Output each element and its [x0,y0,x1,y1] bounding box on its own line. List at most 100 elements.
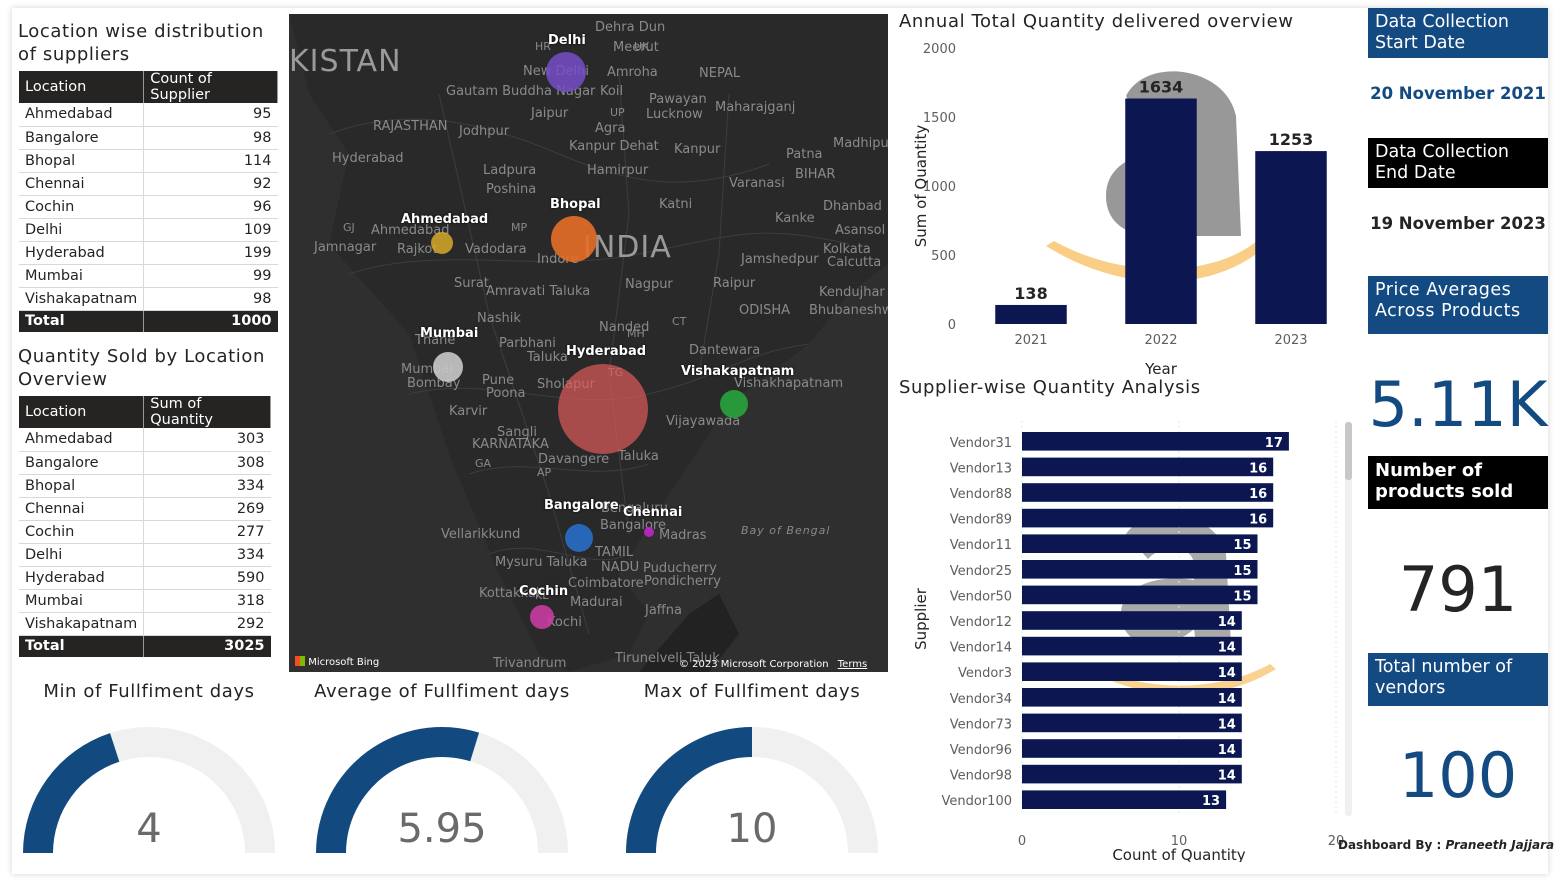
quantity-table-cell-location: Delhi [19,543,144,567]
annual-bar[interactable] [1255,151,1327,324]
annual-chart[interactable]: 0 500 1000 1500 2000 138 2021 1634 2022 1253 2023 Y… [896,36,1362,376]
quantity-table[interactable]: Location Sum of Quantity Ahmedabad 303 Ban… [19,396,271,657]
supplier-bar-value: 16 [1249,461,1267,476]
supplier-bar[interactable] [1022,457,1274,477]
quantity-table-row[interactable]: Delhi 334 [19,543,271,567]
bubble-bhopal[interactable] [551,216,597,262]
bubble-delhi[interactable] [546,52,586,92]
supplier-table-total-value: 1000 [143,310,278,332]
quantity-table-cell-value: 303 [143,428,271,452]
footer-credit: Dashboard By : Praneeth Jajjara [1338,838,1554,852]
y-tick-label: Vendor50 [950,589,1012,604]
supplier-bar[interactable] [1022,790,1227,809]
map-place-label: Madhipur [833,136,888,151]
bing-logo-icon [295,656,305,666]
bubble-bangalore[interactable] [565,524,593,552]
supplier-bar[interactable] [1022,764,1242,784]
supplier-bar-value: 14 [1218,615,1236,630]
quantity-table-cell-location: Mumbai [19,589,144,613]
map-place-label: Kottakkal [479,586,540,601]
supplier-bar-value: 15 [1233,538,1251,553]
map-place-label: Hyderabad [332,151,404,166]
supplier-table-header-count[interactable]: Count of Supplier [143,71,278,103]
kpi-price-value: 5.11K [1368,368,1548,441]
city-label-hyderabad: Hyderabad [566,344,647,359]
supplier-table-row[interactable]: Hyderabad 199 [19,241,278,265]
map-place-label: Kochi [547,615,582,630]
supplier-chart[interactable]: 0 10 20 17 Vendor31 16 Vendor13 16 Vendor88 16 Ven… [896,404,1362,862]
quantity-table-row[interactable]: Bhopal 334 [19,474,271,498]
y-tick-label: Vendor13 [950,461,1012,476]
bubble-mumbai[interactable] [433,352,463,382]
chart-scrollbar[interactable] [1345,422,1352,816]
quantity-table-header-sum[interactable]: Sum of Quantity [143,396,271,428]
map-place-label: UK [634,40,650,53]
map-place-label: Patna [786,147,823,162]
terms-link[interactable]: Terms [837,659,868,670]
gauge-title: Average of Fullfiment days [314,681,570,702]
map-place-label: BIHAR [795,167,836,182]
bubble-ahmedabad[interactable] [431,232,453,254]
supplier-bar[interactable] [1022,560,1258,579]
bubble-vishakapatnam[interactable] [720,390,748,418]
bubble-cochin[interactable] [530,605,554,629]
supplier-bar[interactable] [1022,432,1289,451]
supplier-bar[interactable] [1022,713,1242,733]
chart-scrollbar-thumb[interactable] [1345,422,1352,480]
supplier-bar[interactable] [1022,611,1242,630]
quantity-table-row[interactable]: Mumbai 318 [19,589,271,613]
quantity-table-row[interactable]: Chennai 269 [19,497,271,521]
gauge-value: 10 [726,806,778,852]
map-place-label: Puducherry [643,561,717,576]
bubble-chennai[interactable] [644,527,654,537]
supplier-table-header-location[interactable]: Location [19,71,145,103]
quantity-table-row[interactable]: Cochin 277 [19,520,271,544]
map-place-label: Sangli [497,425,537,440]
city-label-ahmedabad: Ahmedabad [401,212,489,227]
supplier-table-cell-value: 109 [143,218,278,242]
gauge-card[interactable]: Min of Fullfiment days 4 [18,676,280,866]
supplier-bar[interactable] [1022,508,1274,528]
bubble-hyderabad[interactable] [558,364,648,454]
supplier-table-row[interactable]: Bangalore 98 [19,126,278,150]
annual-bar[interactable] [995,304,1067,324]
map-place-label: RAJASTHAN [373,119,448,134]
supplier-bar[interactable] [1022,662,1242,681]
quantity-table-cell-value: 334 [143,474,271,498]
gauge-fill [23,733,120,853]
quantity-table-row[interactable]: Ahmedabad 303 [19,428,271,452]
annual-bar[interactable] [1125,98,1197,324]
y-tick-label: Vendor34 [950,692,1012,707]
y-tick-label: Vendor14 [950,641,1012,656]
supplier-bar-value: 14 [1218,743,1236,758]
quantity-table-row[interactable]: Vishakapatnam 292 [19,612,271,636]
supplier-bar[interactable] [1022,534,1258,553]
map-place-label: Jaipur [531,106,569,121]
supplier-table-row[interactable]: Vishakapatnam 98 [19,287,278,311]
supplier-bar[interactable] [1022,739,1242,758]
supplier-bar-value: 13 [1202,794,1220,809]
supplier-bar[interactable] [1022,636,1242,656]
map-place-label: Agra [595,121,626,136]
x-axis-title: Count of Quantity [1112,846,1245,862]
kpi-end-value: 19 November 2023 [1370,214,1546,233]
supplier-table-row[interactable]: Chennai 92 [19,172,278,196]
map-place-label: Jodhpur [459,124,510,139]
quantity-table-row[interactable]: Bangalore 308 [19,451,271,475]
supplier-table[interactable]: Location Count of Supplier Ahmedabad 95 Ba… [19,71,278,332]
quantity-table-row[interactable]: Hyderabad 590 [19,566,271,590]
supplier-table-row[interactable]: Delhi 109 [19,218,278,242]
supplier-bar[interactable] [1022,688,1242,707]
supplier-table-row[interactable]: Mumbai 99 [19,264,278,288]
supplier-table-row[interactable]: Cochin 96 [19,195,278,219]
supplier-table-row[interactable]: Ahmedabad 95 [19,103,278,127]
map-place-label: Maharajganj [715,100,796,115]
supplier-bar[interactable] [1022,585,1258,605]
quantity-table-cell-location: Chennai [19,497,144,521]
quantity-table-header-location[interactable]: Location [19,396,145,428]
supplier-table-row[interactable]: Bhopal 114 [19,149,278,173]
gauge-card[interactable]: Max of Fullfiment days 10 [621,676,883,866]
gauge-card[interactable]: Average of Fullfiment days 5.95 [311,676,573,866]
supplier-bar[interactable] [1022,483,1274,502]
